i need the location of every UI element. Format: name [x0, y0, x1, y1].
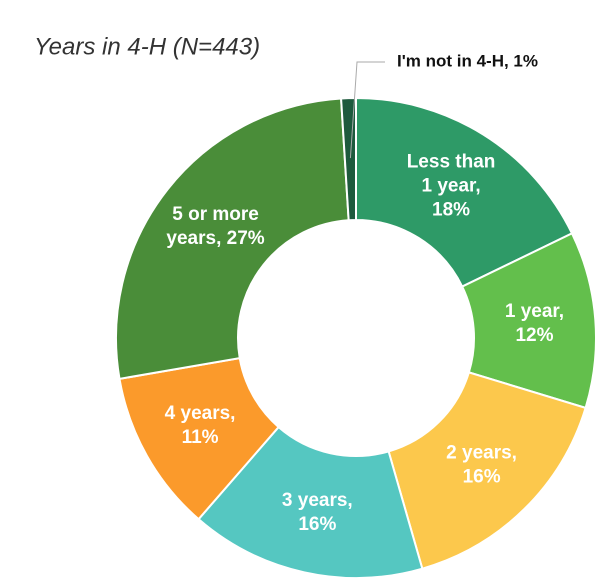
data-label: 5 or more years, 27% [166, 204, 264, 249]
data-label: Less than 1 year, 18% [407, 151, 496, 220]
slice [355, 96, 574, 288]
slice [115, 97, 350, 381]
data-label: 2 years, 16% [446, 443, 517, 488]
data-label: 3 years, 16% [282, 490, 353, 535]
slice [387, 371, 587, 570]
chart-title: Years in 4-H (N=443) [34, 33, 260, 60]
slice [197, 425, 424, 579]
data-label: 4 years, 11% [165, 403, 236, 448]
data-label: 1 year, 12% [505, 301, 564, 346]
data-label: I'm not in 4-H, 1% [397, 51, 538, 70]
leader-line [349, 61, 385, 159]
